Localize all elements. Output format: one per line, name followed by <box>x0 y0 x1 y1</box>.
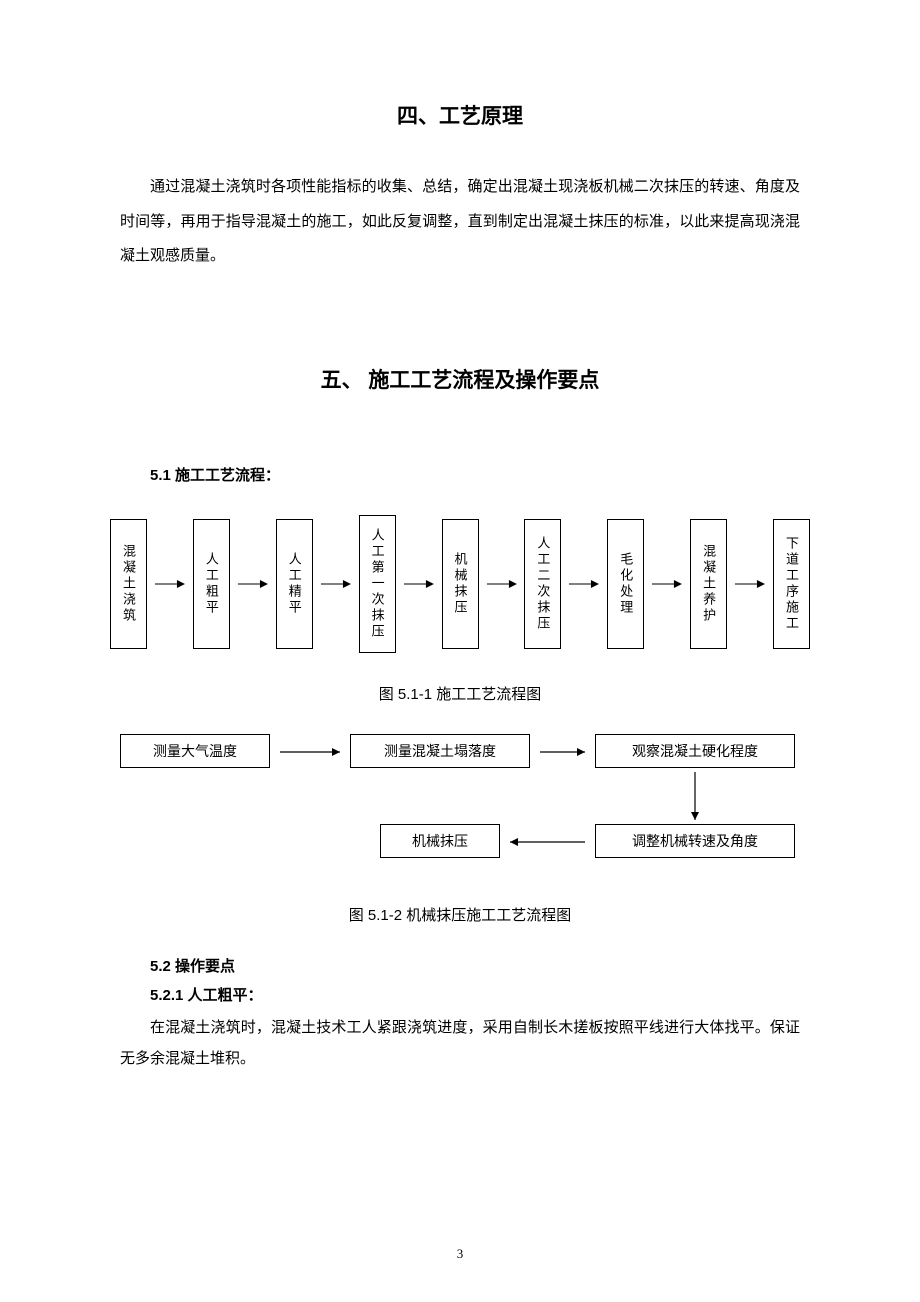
flowchart1-node: 混凝土养护 <box>690 519 727 649</box>
section4-heading: 四、工艺原理 <box>120 100 800 130</box>
sub52-heading: 5.2 操作要点 <box>120 955 800 976</box>
section4-body: 通过混凝土浇筑时各项性能指标的收集、总结，确定出混凝土现浇板机械二次抹压的转速、… <box>120 170 800 274</box>
flowchart1-node: 下道工序施工 <box>773 519 810 649</box>
flowchart2-arrow <box>274 745 346 757</box>
flowchart1-arrow <box>561 578 607 590</box>
flowchart1-node: 毛化处理 <box>607 519 644 649</box>
flowchart2-arrow <box>534 745 591 757</box>
flowchart1-node: 人工第一次抹压 <box>359 515 396 653</box>
flowchart1-node: 机械抹压 <box>442 519 479 649</box>
flowchart1-arrow <box>396 578 442 590</box>
flowchart1-node: 人工二次抹压 <box>524 519 561 649</box>
figure-5-1-2-caption: 图 5.1-2 机械抹压施工工艺流程图 <box>120 904 800 925</box>
section5-heading: 五、 施工工艺流程及操作要点 <box>120 364 800 394</box>
flowchart2-arrow <box>689 766 701 826</box>
sub521-heading: 5.2.1 人工粗平： <box>120 984 800 1005</box>
flowchart2-node: 调整机械转速及角度 <box>595 824 795 858</box>
flowchart1-node: 人工精平 <box>276 519 313 649</box>
flowchart1-arrow <box>313 578 359 590</box>
flowchart2-node: 机械抹压 <box>380 824 500 858</box>
spacer <box>120 294 800 364</box>
flowchart2-node: 测量大气温度 <box>120 734 270 768</box>
flowchart2-node: 观察混凝土硬化程度 <box>595 734 795 768</box>
flowchart1-arrow <box>727 578 773 590</box>
flowchart1-arrow <box>479 578 525 590</box>
sub51-heading: 5.1 施工工艺流程： <box>120 464 800 485</box>
flowchart-2: 测量大气温度 测量混凝土塌落度 观察混凝土硬化程度调整机械转速及角度 机械抹压 <box>120 734 800 874</box>
spacer <box>120 434 800 464</box>
flowchart1-arrow <box>644 578 690 590</box>
flowchart1-arrow <box>147 578 193 590</box>
flowchart1-node: 混凝土浇筑 <box>110 519 147 649</box>
flowchart2-arrow <box>504 835 591 847</box>
flowchart1-arrow <box>230 578 276 590</box>
sub521-body: 在混凝土浇筑时，混凝土技术工人紧跟浇筑进度，采用自制长木搓板按照平线进行大体找平… <box>120 1013 800 1076</box>
figure-5-1-1-caption: 图 5.1-1 施工工艺流程图 <box>120 683 800 704</box>
flowchart2-node: 测量混凝土塌落度 <box>350 734 530 768</box>
flowchart1-node: 人工粗平 <box>193 519 230 649</box>
flowchart-1: 混凝土浇筑 人工粗平 人工精平 人工第一次抹压 机械抹压 人工二次抹压 毛化处理 混凝土养护 下… <box>110 515 810 653</box>
page-number: 3 <box>0 1246 920 1262</box>
